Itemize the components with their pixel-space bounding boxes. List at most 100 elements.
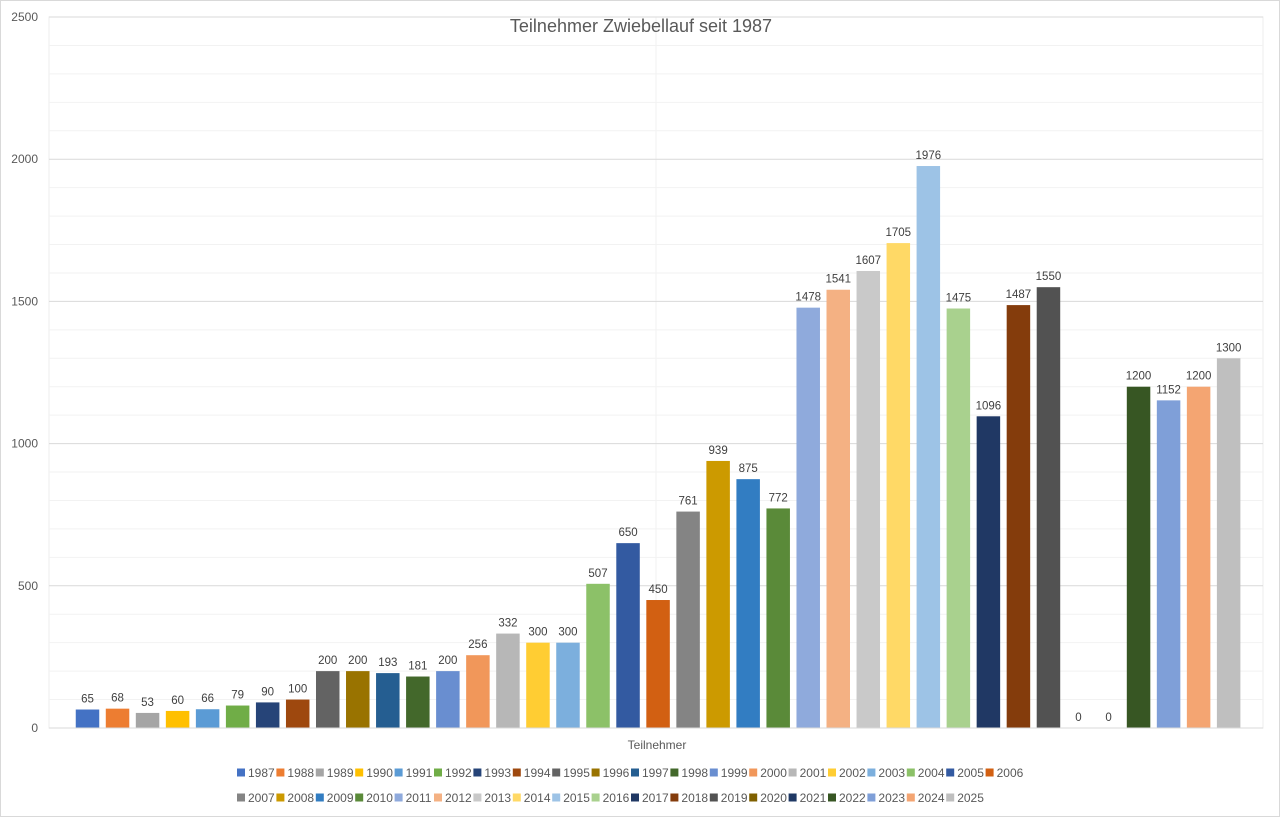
y-tick-label: 0 [31, 721, 38, 735]
legend-label: 2000 [760, 766, 787, 780]
bar-1999 [436, 671, 460, 728]
legend-swatch [552, 793, 561, 802]
legend-item-2015: 2015 [552, 791, 590, 805]
data-label-2018: 1487 [1006, 289, 1032, 301]
legend-label: 1998 [681, 766, 708, 780]
legend-label: 2003 [878, 766, 905, 780]
bar-2007 [676, 511, 700, 728]
data-label-1992: 79 [231, 690, 244, 702]
data-label-1998: 181 [408, 661, 427, 673]
legend-item-2023: 2023 [867, 791, 905, 805]
legend-label: 2007 [248, 791, 275, 805]
legend-label: 2001 [800, 766, 827, 780]
bar-2016 [946, 308, 971, 728]
bar-2008 [706, 460, 730, 728]
data-label-1988: 68 [111, 693, 124, 705]
legend-swatch [434, 793, 442, 802]
data-label-1995: 200 [318, 655, 337, 667]
data-label-2021: 0 [1105, 712, 1111, 724]
legend-item-2009: 2009 [315, 791, 354, 805]
legend-label: 2009 [327, 791, 354, 805]
legend-swatch [709, 793, 718, 802]
data-label-2007: 761 [679, 496, 698, 508]
legend-item-1993: 1993 [473, 766, 511, 780]
bar-2011 [796, 307, 820, 728]
chart-title: Teilnehmer Zwiebellauf seit 1987 [510, 16, 772, 36]
data-label-2006: 450 [648, 584, 667, 596]
legend-label: 1992 [445, 766, 472, 780]
legend-item-2014: 2014 [512, 791, 551, 805]
legend-swatch [828, 793, 836, 802]
bars [75, 166, 1241, 728]
bar-2000 [466, 655, 490, 728]
legend-item-1996: 1996 [591, 766, 630, 780]
data-label-2017: 1096 [976, 400, 1002, 412]
y-tick-label: 1500 [11, 294, 38, 308]
legend-item-2005: 2005 [946, 766, 984, 780]
data-label-1987: 65 [81, 694, 94, 706]
data-label-1993: 90 [261, 686, 274, 698]
legend-label: 1996 [603, 766, 630, 780]
legend-item-2022: 2022 [828, 791, 866, 805]
legend-swatch [512, 768, 521, 777]
bar-1988 [105, 708, 130, 728]
bar-2018 [1006, 305, 1031, 728]
bar-2009 [736, 479, 760, 728]
bar-1998 [406, 676, 430, 728]
data-label-2016: 1475 [946, 293, 972, 305]
legend-item-1998: 1998 [670, 766, 708, 780]
legend-item-1995: 1995 [552, 766, 590, 780]
legend-swatch [237, 768, 245, 777]
legend-item-2002: 2002 [828, 766, 866, 780]
legend-swatch [631, 768, 639, 777]
legend-swatch [709, 768, 718, 777]
data-label-2005: 650 [618, 527, 637, 539]
data-label-2025: 1300 [1216, 342, 1242, 354]
bar-2015 [916, 166, 941, 728]
y-tick-label: 500 [18, 579, 38, 593]
legend-item-2000: 2000 [749, 766, 787, 780]
bar-1995 [315, 671, 340, 728]
legend-swatch [906, 768, 915, 777]
legend-item-2004: 2004 [906, 766, 945, 780]
data-labels: 65 68 53 60 66 79 90 100 200 200 193 181 200 256 332 30… [81, 150, 1241, 724]
legend-swatch [473, 793, 482, 802]
data-label-1989: 53 [141, 697, 154, 709]
bar-2013 [856, 270, 881, 728]
bar-1992 [225, 705, 250, 728]
bar-1997 [376, 673, 400, 728]
data-label-2001: 332 [498, 618, 517, 630]
bar-2006 [646, 600, 670, 728]
data-label-2002: 300 [528, 627, 547, 639]
legend-label: 1993 [484, 766, 511, 780]
legend-label: 2017 [642, 791, 669, 805]
data-label-1994: 100 [288, 684, 307, 696]
legend-swatch [276, 793, 285, 802]
legend-label: 2022 [839, 791, 866, 805]
legend-label: 2011 [406, 791, 432, 805]
bar-2023 [1156, 400, 1181, 728]
y-axis-tick-labels: 0 500 1000 1500 2000 2500 [11, 10, 38, 735]
legend-swatch [906, 793, 915, 802]
legend-label: 1999 [721, 766, 748, 780]
legend: 1987 1988 1989 1990 1991 1992 1993 1994 1995 1996… [237, 766, 1024, 805]
legend-label: 2021 [800, 791, 827, 805]
bar-1996 [346, 671, 370, 728]
legend-swatch [591, 793, 600, 802]
legend-label: 1994 [524, 766, 551, 780]
data-label-1999: 200 [438, 655, 457, 667]
legend-label: 2015 [563, 791, 590, 805]
bar-2001 [496, 633, 520, 728]
data-label-2019: 1550 [1036, 271, 1062, 283]
legend-swatch [355, 768, 364, 777]
legend-swatch [315, 793, 324, 802]
data-label-1996: 200 [348, 655, 367, 667]
data-label-2000: 256 [468, 639, 487, 651]
legend-swatch [237, 793, 245, 802]
data-label-2015: 1976 [916, 150, 942, 162]
bar-2024 [1186, 386, 1211, 728]
legend-label: 2020 [760, 791, 787, 805]
legend-item-2006: 2006 [985, 766, 1024, 780]
legend-item-2019: 2019 [709, 791, 748, 805]
